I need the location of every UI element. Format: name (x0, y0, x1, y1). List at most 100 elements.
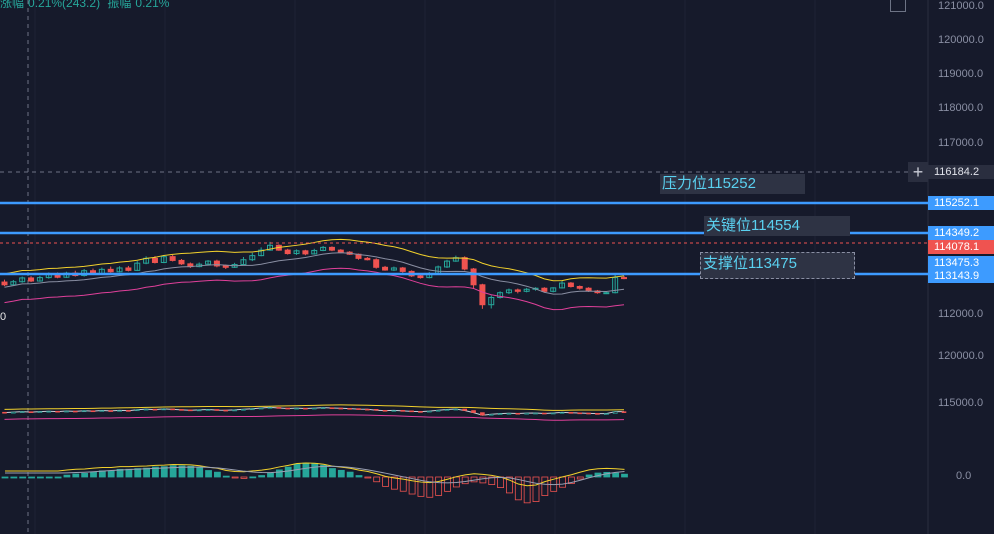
candle-body (267, 244, 273, 251)
sub-candle (250, 408, 255, 411)
header-stats: 涨幅 0.21%(243.2) 振幅 0.21% (0, 0, 173, 11)
macd-bar (81, 473, 89, 478)
macd-bar (152, 466, 159, 478)
candle-body (1, 281, 8, 286)
candle-body (567, 282, 574, 288)
sub-candle (19, 411, 25, 413)
upper-band-line (4, 238, 625, 282)
macd-bar (249, 476, 257, 479)
sub-price-tick: 120000.0 (938, 350, 984, 362)
candle-body (160, 256, 167, 263)
macd-bar (302, 462, 310, 478)
candle-body (559, 282, 566, 289)
macd-bar (435, 476, 443, 496)
candle-body (151, 257, 158, 263)
macd-dif-line (5, 462, 625, 487)
add-alert-icon[interactable]: + (908, 162, 928, 182)
macd-bar (258, 475, 266, 478)
sub-candle (303, 407, 308, 410)
macd-bar (72, 473, 80, 478)
macd-bar (28, 476, 35, 479)
current-price-tag: 114078.1 (928, 240, 994, 254)
candle-body (222, 265, 229, 268)
candle-body (541, 287, 548, 292)
macd-bar (1, 476, 9, 479)
sub-lower-line (4, 414, 625, 421)
macd-dea-line (5, 465, 625, 486)
sub-candle (506, 412, 512, 415)
support-level-label: 支撑位113475 (700, 252, 855, 279)
macd-bar (213, 471, 221, 478)
key-price-tag: 114349.2 (928, 226, 994, 240)
price-tick: 119000.0 (938, 68, 984, 80)
candle-body (134, 262, 141, 271)
candle-body (612, 277, 619, 294)
sub-candle (90, 410, 96, 413)
candle-body (116, 267, 123, 273)
macd-bar (63, 474, 71, 478)
candle-body (373, 259, 380, 268)
sub-candle (73, 410, 78, 413)
sub-candle (603, 413, 609, 415)
macd-bar (37, 476, 44, 479)
candle-body (470, 268, 477, 286)
sub-candle (462, 408, 468, 411)
macd-bar (222, 475, 230, 478)
sub-candle (453, 408, 459, 411)
sub-candle (365, 408, 370, 411)
sub-candle (188, 409, 193, 412)
sub-candle (435, 409, 441, 412)
macd-bar (585, 474, 593, 478)
sub-candle (55, 410, 60, 413)
price-tick: 121000.0 (938, 0, 984, 12)
sub-candle (11, 411, 16, 414)
macd-bar (444, 476, 451, 492)
macd-bar (373, 476, 381, 483)
price-tick: 118000.0 (938, 102, 984, 114)
candle-body (107, 268, 114, 273)
crosshair-price-tag: 116184.2 (928, 165, 994, 179)
macd-bar (143, 467, 151, 478)
macd-bar (134, 468, 142, 478)
candle-body (576, 286, 583, 289)
candle-body (302, 250, 309, 255)
sub-candle (373, 408, 379, 411)
macd-bar (116, 468, 124, 478)
sub-candle (205, 409, 211, 411)
candle-body (337, 249, 344, 253)
macd-bar (506, 476, 513, 494)
macd-bar (45, 476, 53, 479)
middle-band-line (4, 252, 625, 295)
sub-candle (294, 407, 299, 410)
sub-candle (497, 413, 503, 415)
candle-body (169, 256, 176, 261)
expand-icon[interactable] (890, 0, 906, 12)
candle-body (417, 275, 424, 279)
price-tick: 120000.0 (938, 34, 984, 46)
sub-candle (400, 410, 406, 412)
candle-body (514, 289, 521, 292)
sub-candle (2, 411, 7, 414)
left-edge-label: 0 (0, 311, 7, 323)
candle-body (10, 281, 17, 286)
macd-bar (364, 476, 372, 479)
sub-candle (586, 412, 591, 415)
macd-bar (576, 476, 584, 480)
macd-bar (355, 475, 363, 478)
sub-candle (161, 408, 167, 411)
macd-bar (275, 469, 283, 478)
sub-candle (533, 412, 538, 415)
candle-body (258, 249, 265, 257)
candle-body (364, 257, 371, 261)
sub-candle (559, 412, 565, 414)
candle-body (249, 255, 256, 261)
macd-bar (240, 476, 248, 479)
sub-candle (471, 410, 476, 413)
candle-body (28, 277, 35, 282)
candle-body (603, 292, 610, 295)
key-level-label: 关键位114554 (704, 216, 850, 236)
sub-candle (28, 411, 34, 413)
candle-body (19, 277, 26, 283)
change-label: 涨幅 (0, 0, 25, 10)
sub-candle (143, 408, 149, 411)
